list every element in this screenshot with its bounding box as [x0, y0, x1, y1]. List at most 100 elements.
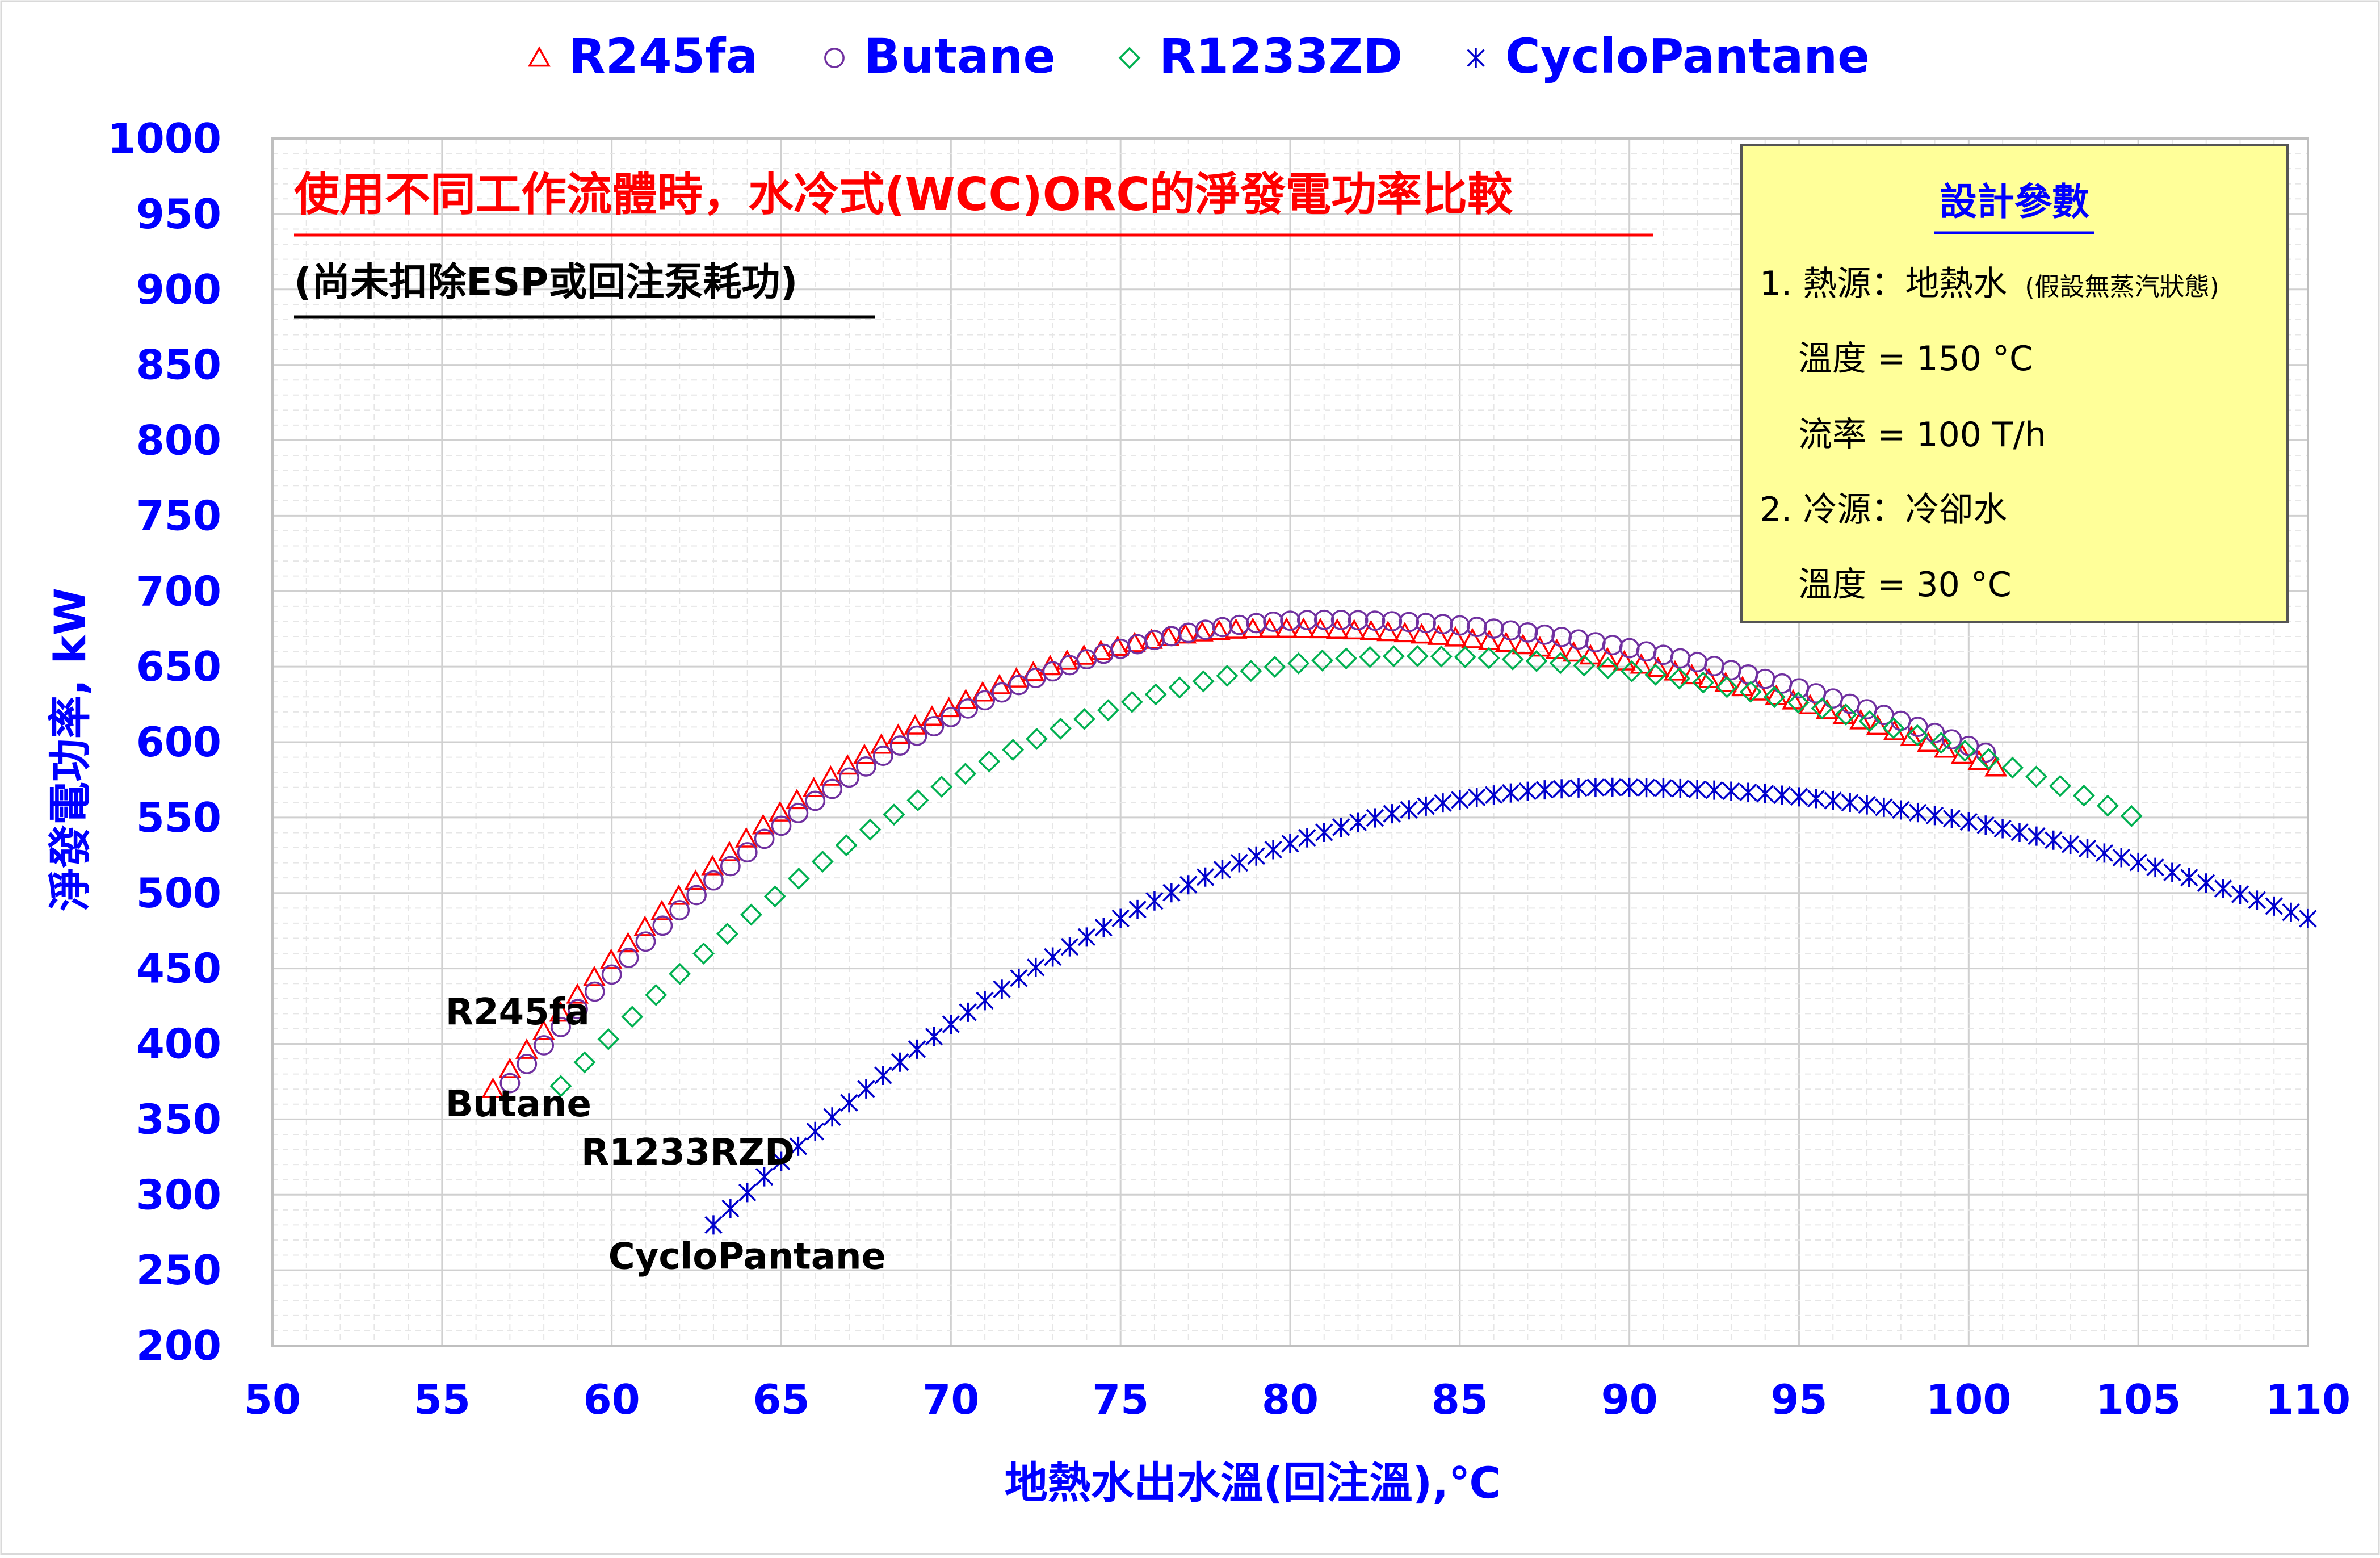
data-point-cyclopantane: [2028, 826, 2046, 846]
y-tick-label: 250: [136, 1246, 221, 1294]
data-point-cyclopantane: [1010, 968, 1028, 988]
y-tick-label: 450: [136, 945, 221, 992]
data-point-cyclopantane: [1637, 778, 1656, 798]
legend-marker-r1233zd: [1118, 47, 1141, 69]
x-axis-tick-labels: 50 55 60 65 70 75 80 85 90 95 100 105 110: [244, 1376, 2350, 1423]
data-point-cyclopantane: [1841, 793, 1859, 812]
data-point-r245fa: [752, 814, 775, 835]
data-point-butane: [856, 756, 876, 777]
data-point-cyclopantane: [1043, 947, 1062, 967]
data-point-r1233zd: [1382, 645, 1405, 668]
series-butane: [499, 609, 1996, 1094]
data-point-r245fa: [1005, 667, 1028, 688]
data-point-r245fa: [802, 777, 825, 798]
data-point-r1233zd: [716, 923, 738, 945]
series-annotation: R245fa: [446, 991, 590, 1033]
data-point-r1233zd: [1739, 681, 1762, 703]
data-point-r245fa: [734, 827, 758, 848]
data-point-butane: [872, 746, 893, 767]
data-point-r245fa: [1376, 621, 1400, 642]
data-point-cyclopantane: [1604, 777, 1622, 797]
legend-item-r245fa: R245fa: [528, 28, 758, 84]
data-point-cyclopantane: [2112, 848, 2130, 868]
y-tick-label: 700: [136, 567, 221, 615]
data-point-r245fa: [853, 743, 876, 764]
data-point-cyclopantane: [1671, 778, 1690, 798]
data-point-butane: [805, 790, 826, 811]
series-annotations: R245fa Butane R1233RZD CycloPantane: [446, 991, 886, 1278]
data-point-r1233zd: [1573, 654, 1596, 677]
data-point-cyclopantane: [976, 991, 994, 1011]
data-point-cyclopantane: [1790, 787, 1808, 807]
data-point-butane: [499, 1073, 521, 1094]
data-point-r1233zd: [597, 1028, 620, 1050]
legend: R245fa Butane R1233ZD CycloPantane: [528, 28, 1870, 84]
data-point-r1233zd: [1858, 710, 1881, 732]
data-point-butane: [924, 716, 945, 736]
y-tick-label: 850: [136, 341, 221, 389]
data-point-butane: [1483, 618, 1504, 639]
data-point-cyclopantane: [1620, 777, 1639, 797]
data-point-r1233zd: [930, 776, 953, 798]
plot-area-frame: [271, 137, 2309, 1347]
data-point-butane: [551, 1016, 571, 1037]
data-point-butane: [1008, 675, 1029, 696]
data-point-cyclopantane: [1518, 781, 1537, 801]
x-tick-label: 100: [1926, 1376, 2011, 1423]
y-tick-label: 750: [136, 492, 221, 539]
data-point-cyclopantane: [1722, 781, 1740, 801]
data-point-cyclopantane: [1315, 823, 1333, 843]
data-point-r1233zd: [1430, 645, 1453, 668]
data-point-r245fa: [1967, 749, 1991, 770]
data-point-cyclopantane: [1281, 834, 1299, 853]
data-point-r245fa: [498, 1057, 522, 1078]
design-param-heat-temperature: 溫度 = 150 °C: [1798, 339, 2033, 379]
data-point-r1233zd: [1621, 660, 1643, 682]
data-point-cyclopantane: [1196, 867, 1215, 887]
data-point-cyclopantane: [2163, 862, 2181, 882]
data-point-butane: [517, 1054, 538, 1074]
data-point-cyclopantane: [1976, 815, 1995, 835]
y-tick-label: 500: [136, 869, 221, 917]
data-point-cyclopantane: [2045, 830, 2063, 850]
x-tick-label: 50: [244, 1376, 301, 1423]
data-point-cyclopantane: [1468, 788, 1486, 807]
data-point-r1233zd: [2072, 784, 2095, 807]
y-tick-label: 350: [136, 1095, 221, 1143]
data-point-r1233zd: [835, 834, 858, 857]
data-point-r1233zd: [1359, 646, 1382, 668]
data-point-cyclopantane: [2061, 834, 2080, 854]
data-point-r1233zd: [1002, 739, 1025, 761]
y-tick-label: 650: [136, 643, 221, 690]
data-point-r1233zd: [1168, 676, 1191, 699]
data-point-cyclopantane: [1417, 796, 1435, 816]
data-point-cyclopantane: [1060, 937, 1079, 957]
data-point-butane: [1229, 614, 1250, 635]
data-point-cyclopantane: [1162, 883, 1181, 903]
data-point-butane: [1416, 613, 1436, 634]
data-point-r1233zd: [2025, 765, 2047, 788]
data-point-cyclopantane: [1501, 783, 1520, 803]
legend-label-r245fa: R245fa: [569, 28, 758, 84]
data-point-r245fa: [549, 1001, 572, 1022]
data-point-r1233zd: [1930, 731, 1953, 754]
data-point-butane: [958, 698, 979, 719]
data-point-butane: [584, 981, 605, 1002]
x-tick-label: 75: [1092, 1376, 1149, 1423]
data-point-butane: [1246, 613, 1267, 634]
data-point-r1233zd: [811, 851, 834, 873]
data-point-butane: [737, 842, 758, 862]
data-point-r245fa: [599, 948, 623, 969]
data-point-r1233zd: [692, 942, 715, 965]
data-point-cyclopantane: [840, 1093, 858, 1113]
data-point-cyclopantane: [2095, 843, 2114, 863]
data-point-butane: [975, 690, 995, 711]
data-point-cyclopantane: [1535, 780, 1554, 800]
design-param-cold-source: 2. 冷源：冷卻水: [1760, 490, 2007, 530]
data-point-cyclopantane: [2231, 885, 2249, 904]
data-point-r1233zd: [1144, 683, 1167, 706]
data-point-cyclopantane: [1332, 817, 1350, 837]
legend-marker-r245fa: [528, 46, 551, 67]
design-params-box: 設計參數 1. 熱源：地熱水 (假設無蒸汽狀態) 溫度 = 150 °C 流率 …: [1740, 144, 2289, 623]
